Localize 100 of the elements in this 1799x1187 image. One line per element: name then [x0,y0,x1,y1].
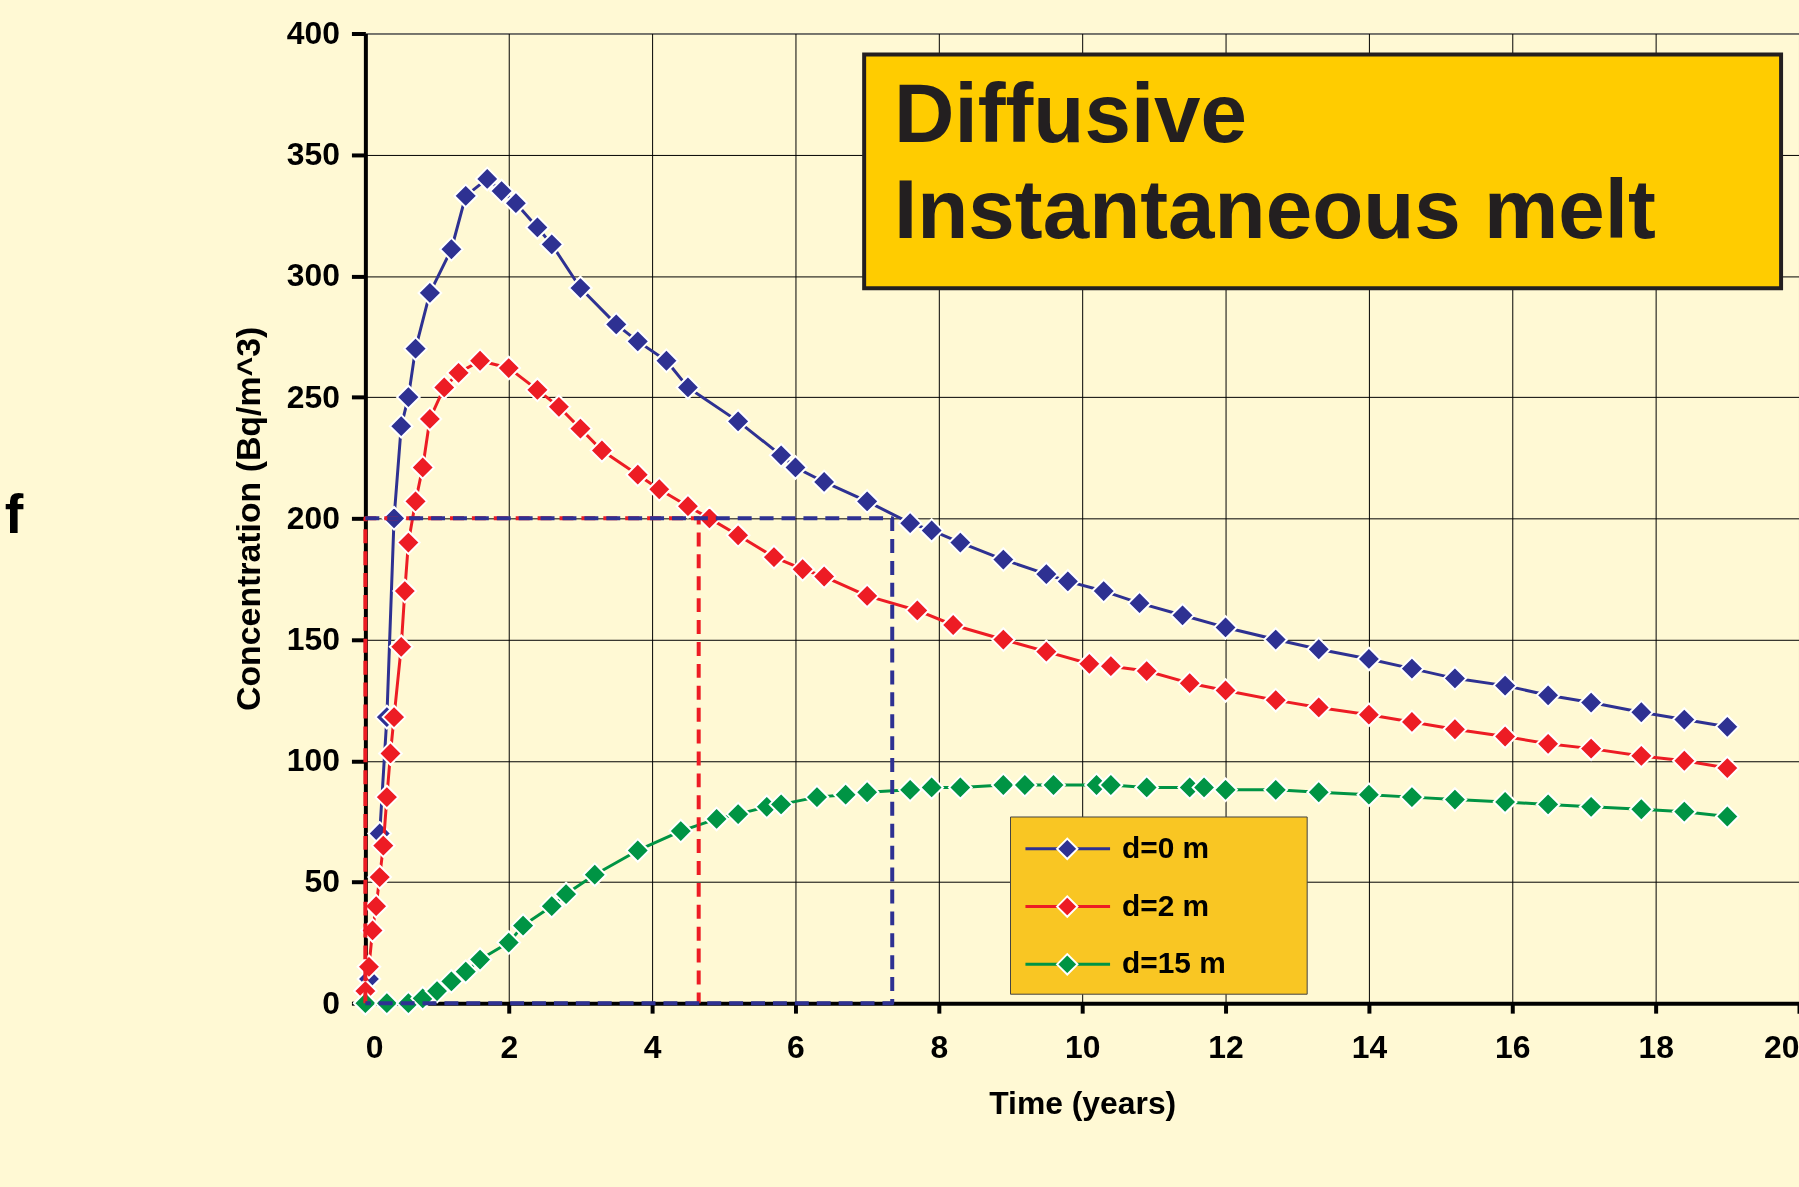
point [1034,561,1059,587]
point [990,772,1016,798]
point [467,348,493,374]
point [790,556,815,582]
point [833,782,858,808]
point [1492,673,1518,698]
point [503,190,529,216]
point [1213,777,1238,803]
point [525,377,550,403]
point [474,166,500,192]
point [381,704,407,730]
point [625,329,651,354]
point [1578,690,1604,715]
point [725,522,751,548]
x-tick-label: 0 [365,1029,384,1066]
point [854,489,880,514]
point [1356,782,1382,808]
point [1442,716,1468,742]
point [546,394,572,420]
point [947,775,973,800]
point [370,833,396,858]
point [367,864,393,890]
point [646,476,672,502]
x-tick-label: 12 [1208,1029,1244,1066]
point [1671,748,1697,774]
point [1012,772,1038,798]
point [446,360,471,386]
point [761,544,787,570]
point [1306,779,1332,805]
legend-label: d=2 m [1122,888,1210,922]
point [1263,627,1289,652]
point [940,612,966,638]
point [1399,784,1425,810]
point [1177,670,1203,696]
point [582,862,608,888]
x-tick-label: 18 [1638,1029,1674,1066]
text: f [4,483,24,546]
y-tick-label: 150 [286,621,340,657]
point [539,893,565,919]
point [1628,796,1654,822]
point [897,777,923,803]
point [1399,709,1425,735]
point [374,784,400,810]
point [378,741,403,766]
point [1098,772,1124,798]
point [396,384,421,410]
y-tick-label: 250 [286,378,340,415]
point [553,881,579,907]
point [453,183,479,209]
y-tick-label: 100 [286,742,340,779]
point [417,280,443,306]
point [388,634,414,660]
point [1578,736,1604,761]
x-tick-label: 14 [1351,1029,1388,1066]
point [1306,636,1332,662]
point [1356,702,1382,728]
point [496,355,522,381]
point [1170,602,1195,628]
annotation: Diffusive Instantaneous melt [894,66,1656,256]
point [783,455,808,480]
point [625,462,651,488]
point [704,806,729,832]
point [990,547,1016,572]
legend-label: d=0 m [1122,830,1210,864]
point [1714,755,1740,781]
point [1306,695,1332,720]
point [496,930,522,955]
point [489,178,514,204]
x-tick-label: 4 [643,1029,662,1066]
y-axis-title: Concentration (Bq/m^3) [228,326,267,712]
point [1535,682,1561,708]
point [396,530,421,555]
point [1213,678,1238,703]
point [439,969,464,994]
x-tick-label: 2 [500,1029,519,1066]
point [919,518,945,543]
point [854,583,880,609]
point [1134,775,1160,800]
x-tick-label: 8 [930,1029,949,1066]
point [1535,792,1561,817]
x-tick-label: 20 [1764,1029,1799,1066]
point [1263,687,1289,713]
point [1442,787,1468,812]
point [539,232,565,257]
point [589,438,615,463]
point [417,406,443,432]
x-tick-label: 10 [1064,1029,1101,1066]
point [947,530,973,555]
point [811,469,837,495]
point [675,375,701,400]
point [424,978,450,1004]
point [410,455,436,480]
point [1034,639,1059,665]
point [804,784,830,810]
point [525,215,550,240]
point [1628,699,1654,725]
point [1399,656,1425,681]
point [1535,731,1561,757]
point [990,627,1016,652]
point [725,409,751,434]
